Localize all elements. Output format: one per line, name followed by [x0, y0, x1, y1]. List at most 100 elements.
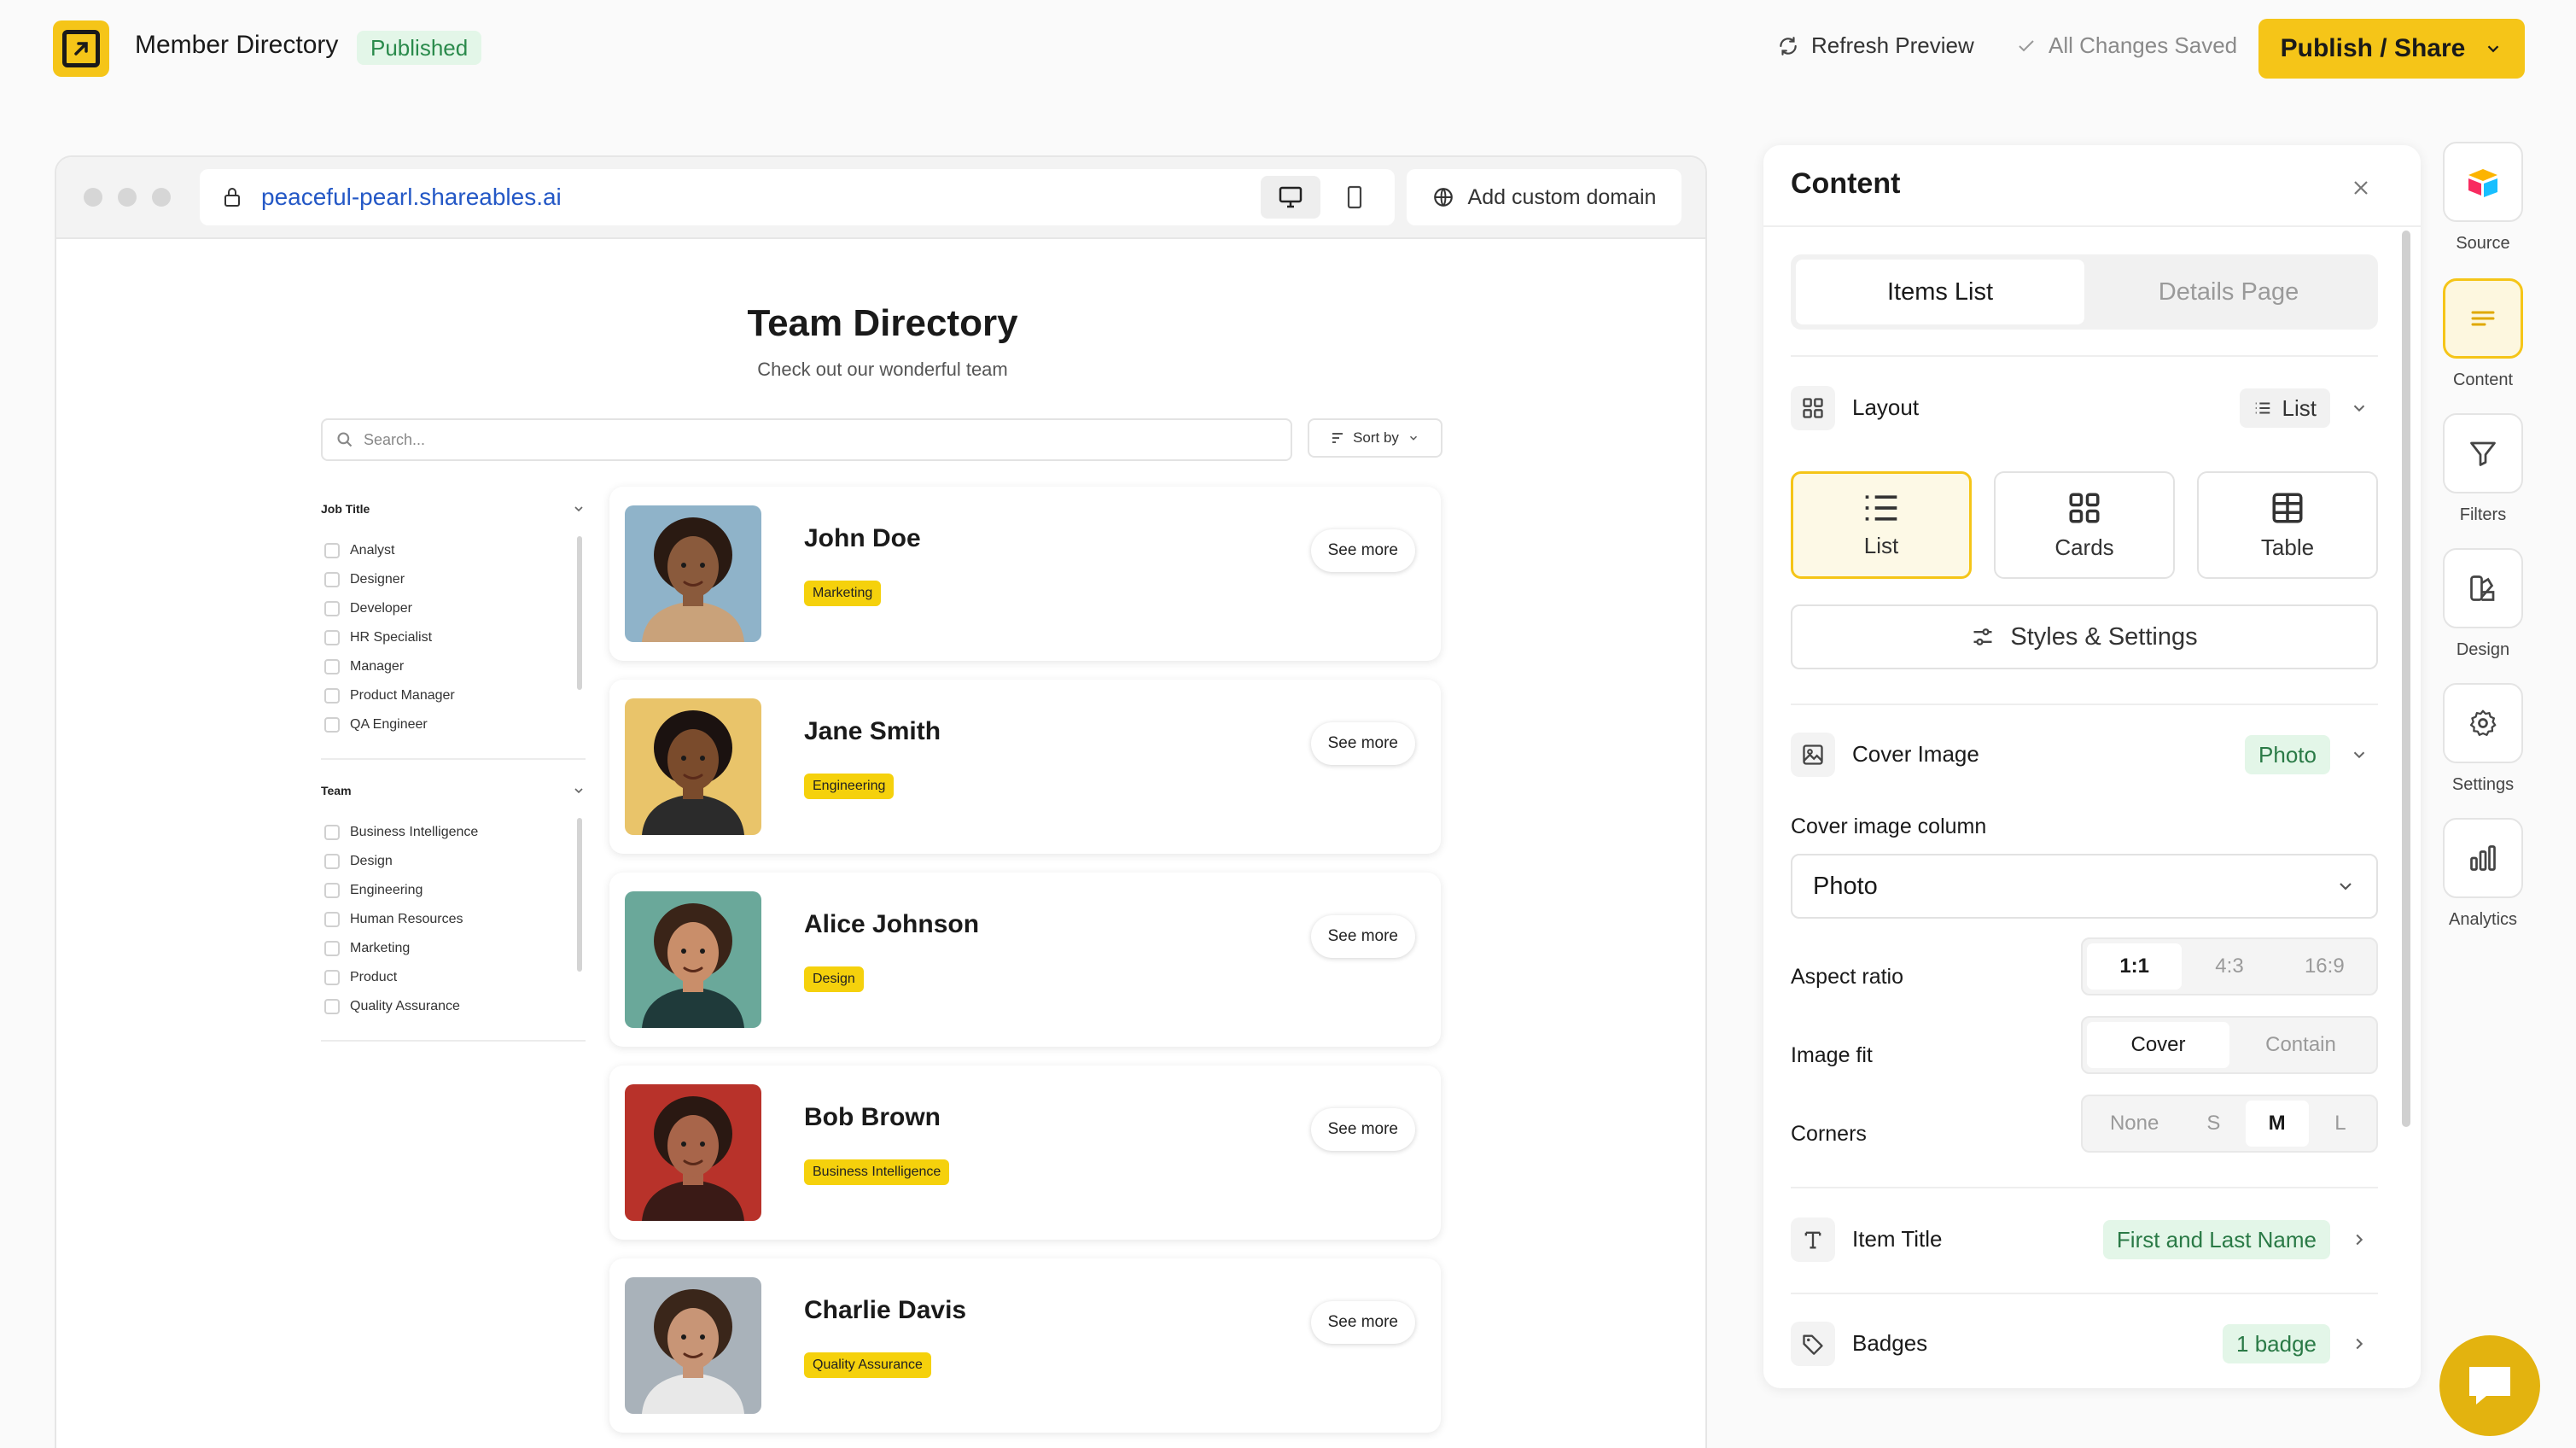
sort-by-button[interactable]: Sort by — [1308, 418, 1442, 458]
fit-option-contain[interactable]: Contain — [2265, 1033, 2336, 1056]
layout-option-cards[interactable]: Cards — [1994, 471, 2175, 579]
tab-details-page[interactable]: Details Page — [2158, 277, 2299, 306]
see-more-button[interactable]: See more — [1310, 1108, 1415, 1151]
see-more-button[interactable]: See more — [1310, 722, 1415, 765]
rail-item-settings[interactable]: Settings — [2443, 683, 2526, 795]
palette-icon — [2470, 575, 2495, 601]
checkbox[interactable] — [324, 825, 340, 840]
filter-option-label: Developer — [350, 601, 412, 616]
filter-option[interactable]: HR Specialist — [321, 623, 586, 652]
chevron-right-icon[interactable] — [2346, 1226, 2373, 1253]
checkbox[interactable] — [324, 572, 340, 587]
filter-scrollbar[interactable] — [577, 536, 582, 690]
checkbox[interactable] — [324, 854, 340, 869]
rail-item-content[interactable]: Content — [2443, 278, 2526, 390]
tab-items-list[interactable]: Items List — [1796, 260, 2084, 324]
checkbox[interactable] — [324, 688, 340, 704]
checkbox[interactable] — [324, 912, 340, 927]
add-custom-domain-button[interactable]: Add custom domain — [1407, 169, 1681, 225]
rail-item-design[interactable]: Design — [2443, 548, 2526, 660]
layout-section-header[interactable]: Layout List — [1791, 382, 2378, 434]
styles-settings-button[interactable]: Styles & Settings — [1791, 604, 2378, 669]
rail-item-analytics[interactable]: Analytics — [2443, 818, 2526, 930]
fit-option-cover[interactable]: Cover — [2087, 1022, 2229, 1068]
content-button[interactable] — [2443, 278, 2523, 359]
app-logo-icon[interactable] — [53, 20, 109, 77]
filter-option[interactable]: Product Manager — [321, 681, 586, 710]
filter-option[interactable]: Manager — [321, 652, 586, 681]
filter-option[interactable]: Developer — [321, 594, 586, 623]
badges-row[interactable]: Badges 1 badge — [1791, 1318, 2378, 1369]
aspect-option-16-9[interactable]: 16:9 — [2304, 955, 2345, 978]
filter-option[interactable]: Product — [321, 963, 586, 992]
url-text[interactable]: peaceful-pearl.shareables.ai — [261, 184, 562, 210]
refresh-preview-button[interactable]: Refresh Preview — [1777, 32, 1974, 59]
filter-option[interactable]: Analyst — [321, 536, 586, 565]
filter-option[interactable]: Design — [321, 847, 586, 876]
cover-image-column-select[interactable]: Photo — [1791, 854, 2378, 919]
member-card[interactable]: Charlie Davis Quality Assurance See more — [609, 1258, 1441, 1433]
panel-scrollbar[interactable] — [2402, 231, 2410, 1127]
checkbox[interactable] — [324, 601, 340, 616]
url-bar[interactable]: peaceful-pearl.shareables.ai — [200, 169, 1275, 225]
filter-group-team: Team Business Intelligence Design Engine… — [321, 780, 586, 1042]
chat-button[interactable] — [2439, 1335, 2540, 1436]
layout-option-table[interactable]: Table — [2197, 471, 2378, 579]
cover-image-section-header[interactable]: Cover Image Photo — [1791, 729, 2378, 780]
panel-tabs: Items List Details Page — [1791, 254, 2378, 330]
mobile-view-button[interactable] — [1325, 176, 1384, 219]
desktop-icon — [1279, 186, 1302, 208]
desktop-view-button[interactable] — [1260, 176, 1320, 219]
checkbox[interactable] — [324, 659, 340, 674]
search-input[interactable]: Search... — [321, 418, 1292, 461]
checkbox[interactable] — [324, 999, 340, 1014]
filter-option[interactable]: Quality Assurance — [321, 992, 586, 1021]
member-card[interactable]: Bob Brown Business Intelligence See more — [609, 1066, 1441, 1240]
checkbox[interactable] — [324, 630, 340, 645]
aspect-option-4-3[interactable]: 4:3 — [2215, 955, 2244, 978]
corner-option-l[interactable]: L — [2334, 1112, 2346, 1135]
filter-header[interactable]: Job Title — [321, 499, 586, 519]
corner-option-m[interactable]: M — [2245, 1101, 2309, 1147]
corner-option-none[interactable]: None — [2109, 1112, 2159, 1135]
filters-button[interactable] — [2443, 413, 2523, 493]
checkbox[interactable] — [324, 970, 340, 985]
corner-option-s[interactable]: S — [2206, 1112, 2221, 1135]
close-panel-button[interactable] — [2344, 171, 2378, 205]
item-title-value-pill: First and Last Name — [2102, 1220, 2330, 1259]
publish-share-button[interactable]: Publish / Share — [2258, 19, 2525, 79]
see-more-button[interactable]: See more — [1310, 915, 1415, 958]
aspect-option-1-1[interactable]: 1:1 — [2087, 943, 2183, 990]
member-card[interactable]: Jane Smith Engineering See more — [609, 680, 1441, 854]
member-card[interactable]: Alice Johnson Design See more — [609, 873, 1441, 1047]
bar-chart-icon — [2470, 845, 2496, 871]
filter-option[interactable]: Marketing — [321, 934, 586, 963]
member-card[interactable]: John Doe Marketing See more — [609, 487, 1441, 661]
analytics-button[interactable] — [2443, 818, 2523, 898]
filter-scrollbar[interactable] — [577, 818, 582, 972]
rail-item-filters[interactable]: Filters — [2443, 413, 2526, 525]
chevron-down-icon[interactable] — [2346, 394, 2373, 422]
checkbox[interactable] — [324, 717, 340, 733]
filter-option[interactable]: QA Engineer — [321, 710, 586, 739]
aspect-ratio-label: Aspect ratio — [1791, 965, 1904, 989]
item-title-row[interactable]: Item Title First and Last Name — [1791, 1214, 2378, 1265]
chevron-down-icon[interactable] — [2346, 741, 2373, 768]
chevron-right-icon[interactable] — [2346, 1330, 2373, 1358]
layout-option-list[interactable]: List — [1791, 471, 1972, 579]
filter-option[interactable]: Engineering — [321, 876, 586, 905]
see-more-button[interactable]: See more — [1310, 529, 1415, 572]
filter-option[interactable]: Human Resources — [321, 905, 586, 934]
checkbox[interactable] — [324, 883, 340, 898]
source-button[interactable] — [2443, 142, 2523, 222]
settings-button[interactable] — [2443, 683, 2523, 763]
filter-option[interactable]: Business Intelligence — [321, 818, 586, 847]
see-more-button[interactable]: See more — [1310, 1301, 1415, 1344]
checkbox[interactable] — [324, 543, 340, 558]
filter-option[interactable]: Designer — [321, 565, 586, 594]
checkbox[interactable] — [324, 941, 340, 956]
design-button[interactable] — [2443, 548, 2523, 628]
rail-item-source[interactable]: Source — [2443, 142, 2526, 254]
filter-option-label: Design — [350, 854, 393, 868]
filter-header[interactable]: Team — [321, 780, 586, 801]
